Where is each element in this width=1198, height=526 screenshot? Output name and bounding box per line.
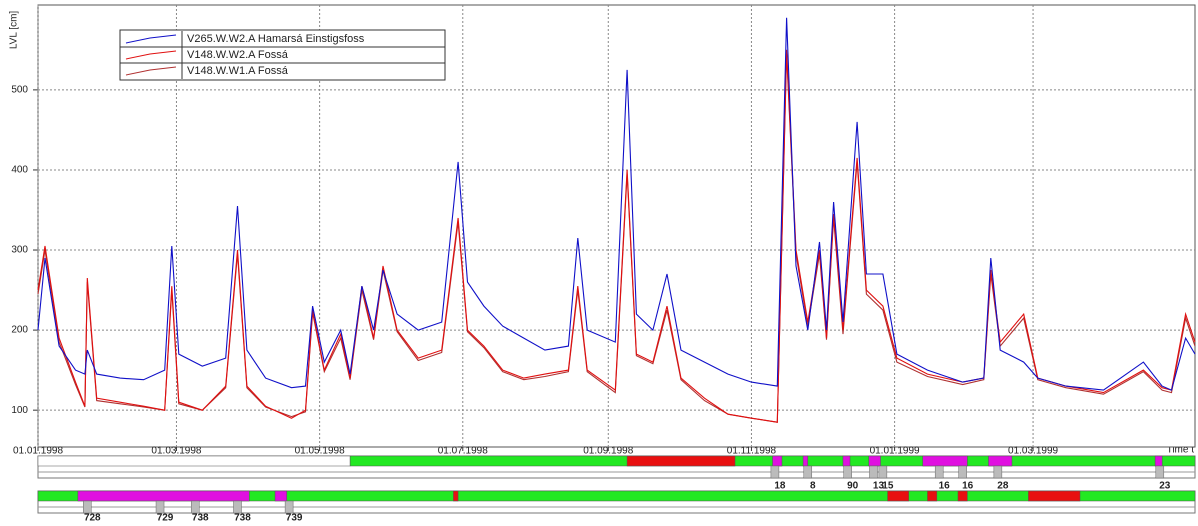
status-segment: [1154, 455, 1163, 467]
status-segment: [802, 455, 809, 467]
status-marker: [233, 500, 242, 514]
legend-box: [119, 29, 446, 81]
status-label: 90: [847, 481, 859, 492]
status-label: 23: [1159, 481, 1171, 492]
y-tick-label: 200: [11, 325, 28, 336]
status-segment: [77, 490, 250, 502]
status-label: 8: [810, 481, 816, 492]
x-tick-label: 01.03.1998: [151, 446, 201, 457]
status-label: 15: [882, 481, 894, 492]
status-label: 739: [286, 513, 303, 524]
status-marker: [993, 465, 1003, 479]
status-label: 738: [192, 513, 209, 524]
status-label: 28: [997, 481, 1009, 492]
status-marker: [869, 465, 878, 479]
status-marker: [843, 465, 852, 479]
legend-swatch: [125, 66, 177, 76]
x-tick-label: 01.05.1998: [295, 446, 345, 457]
status-label: 16: [962, 481, 974, 492]
status-segment: [988, 455, 1013, 467]
status-marker: [155, 500, 165, 514]
x-tick-label: 01.09.1998: [583, 446, 633, 457]
status-segment: [274, 490, 288, 502]
status-label: 729: [157, 513, 174, 524]
status-marker: [190, 500, 200, 514]
status-label: 728: [84, 513, 101, 524]
status-marker: [934, 465, 944, 479]
status-label: 738: [234, 513, 251, 524]
status-marker: [83, 500, 92, 514]
x-tick-label: 01.11.1998: [727, 446, 777, 457]
y-axis-label: LVL [cm]: [9, 11, 20, 50]
x-axis-label: Time t: [1167, 445, 1195, 456]
x-tick-label: 01.07.1998: [438, 446, 488, 457]
status-label: 13: [873, 481, 885, 492]
status-marker: [1155, 465, 1165, 479]
legend-label: V148.W.W2.A Fossá: [187, 49, 289, 61]
status-segment: [453, 490, 459, 502]
status-label: 18: [774, 481, 786, 492]
status-segment: [957, 490, 968, 502]
series-line: [37, 17, 1196, 391]
x-tick-label: 01.01.1998: [13, 446, 63, 457]
y-tick-label: 400: [11, 165, 28, 176]
status-segment: [887, 490, 909, 502]
status-segment: [922, 455, 968, 467]
status-marker: [878, 465, 888, 479]
legend-label: V148.W.W1.A Fossá: [187, 65, 289, 77]
x-tick-label: 01.03.1999: [1008, 446, 1058, 457]
legend-label: V265.W.W2.A Hamarsá Einstigsfoss: [187, 33, 365, 45]
y-tick-label: 100: [11, 405, 28, 416]
status-marker: [770, 465, 780, 479]
y-tick-label: 500: [11, 85, 28, 96]
status-label: 16: [939, 481, 951, 492]
status-segment: [927, 490, 938, 502]
status-segment: [37, 455, 351, 467]
status-segment: [842, 455, 851, 467]
status-segment: [37, 490, 1196, 502]
legend-swatch: [125, 34, 177, 44]
y-tick-label: 300: [11, 245, 28, 256]
legend-swatch: [125, 50, 177, 60]
status-marker: [803, 465, 813, 479]
status-marker: [958, 465, 967, 479]
status-segment: [1028, 490, 1081, 502]
status-marker: [284, 500, 294, 514]
x-tick-label: 01.01.1999: [870, 446, 920, 457]
status-segment: [772, 455, 783, 467]
status-segment: [626, 455, 736, 467]
status-segment: [868, 455, 881, 467]
